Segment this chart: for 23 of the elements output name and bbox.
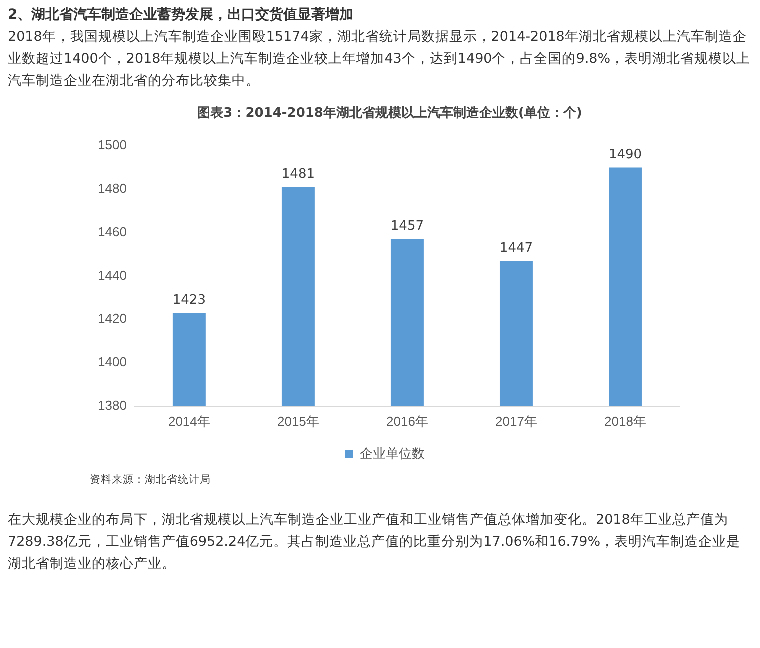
y-tick-label: 1440: [98, 268, 127, 283]
y-tick-label: 1460: [98, 224, 127, 240]
legend-label: 企业单位数: [360, 446, 425, 462]
y-tick-label: 1420: [98, 311, 127, 326]
data-label: 1457: [390, 219, 424, 234]
text: 在大规模企业的布局下，湖北省规模以上汽车制造企业工业产值和工业销售产值总体增加变化。2018年工业总产值为7289.38亿元，工业销售产值6952.24亿元。其占制造业总产值的比重分别为17.06%和16.79%，表明汽车制造企业是湖北省制造业的核心产业。: [7, 511, 742, 574]
x-tick-label: 2017年: [496, 414, 538, 429]
text: 资料来源：湖北省统计局: [90, 473, 212, 487]
x-tick-label: 2015年: [277, 414, 320, 429]
x-tick-label: 2018年: [604, 414, 646, 429]
data-label: 1490: [608, 148, 642, 163]
data-label: 1447: [500, 240, 534, 256]
y-tick-label: 1380: [98, 398, 127, 413]
y-tick-label: 1400: [98, 354, 127, 370]
data-label: 1423: [172, 292, 206, 308]
data-label: 1481: [282, 167, 315, 182]
text: 2、湖北省汽车制造企业蓄势发展，出口交货值显著增加: [7, 6, 355, 25]
y-tick-label: 1480: [98, 180, 127, 196]
chart-title: 图表3：2014-2018年湖北省规模以上汽车制造企业数(单位：个): [196, 104, 584, 122]
y-tick-label: 1500: [98, 138, 127, 153]
x-tick-label: 2014年: [168, 414, 210, 429]
text: 2018年，我国规模以上汽车制造企业围殴15174家，湖北省统计局数据显示，2014-2018年湖北省规模以上汽车制造企业数超过1400个，2018年规模以上汽车制造企业较上年增加43个，达到1490个，占全国的9.8%，表明湖北省规模以上汽车制造企业在湖北省的分布比较集中。: [7, 28, 752, 91]
x-tick-label: 2016年: [386, 414, 428, 429]
